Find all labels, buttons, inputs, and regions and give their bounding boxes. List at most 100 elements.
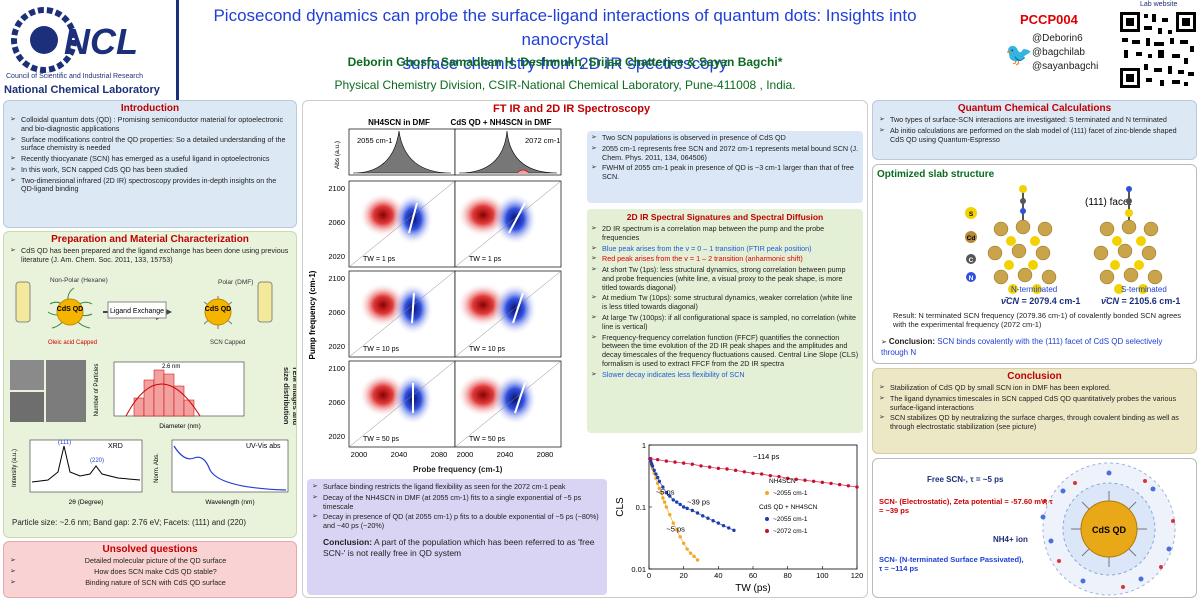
ligand-exchange-label: Ligand Exchange [110,308,164,315]
s-freq: ν̄CN = 2105.6 cm-1 [1101,296,1181,306]
row-3: TW = 50 ps TW = 50 ps [348,360,562,448]
abs-label: Abs (a.u.) [334,141,341,169]
tw-label: TW = 1 ps [363,256,396,263]
chart-annotation: ~39 ps [687,497,710,506]
list-item: In this work, SCN capped CdS QD has been… [10,165,290,175]
list-item: 2055 cm-1 represents free SCN and 2072 c… [591,144,859,163]
atom-label: N [969,275,974,282]
list-item: Surface modifications control the QD pro… [10,135,290,154]
col2-title: CdS QD + NH4SCN in DMF [450,118,551,127]
list-item: Blue peak arises from the v = 0 – 1 tran… [591,244,859,254]
series-line [650,458,858,488]
results-conclusion-label: Conclusion: [323,536,373,547]
list-item: Frequency-frequency correlation function… [591,333,859,369]
list-item: How does SCN make CdS QD stable? [10,567,290,577]
scn-capped-label: SCN Capped [210,340,245,346]
y-tick-label: 0.1 [636,503,646,512]
row-2: TW = 10 ps TW = 10 ps [348,270,562,358]
intro-title: Introduction [120,103,180,114]
chart-annotation: ~5 ps [656,487,675,496]
x-tick-label: 60 [749,571,757,580]
legend-entry: ~2072 cm-1 [773,528,808,535]
x-tick-label: 20 [679,571,687,580]
ytick: 2020 [328,432,345,441]
slab-conclusion-label: Conclusion: [888,337,936,346]
ligand-exchange-scheme: Non-Polar (Hexane) Polar (DMF) CdS QD Ol… [15,277,273,346]
xrd-xlabel: 2θ (Degree) [69,499,104,506]
xrd-title: XRD [108,443,123,450]
list-item: Two SCN populations is observed in prese… [591,133,859,143]
scheme-covalent: SCN- (N-terminated Surface Passivated), … [879,555,1024,574]
unsolved-box: Unsolved questions Detailed molecular pi… [3,541,297,598]
list-item: Surface binding restricts the ligand fle… [312,482,602,492]
list-item: Two-dimensional infrared (2D IR) spectro… [10,176,290,195]
uv-vis-plot: UV-Vis abs Wavelength (nm) Norm. Abs. [154,439,289,506]
nonpolar-label: Non-Polar (Hexane) [50,277,108,284]
xrd-plot: XRD (111) (220) 2θ (Degree) Intensity (a… [12,439,143,506]
twitter-handle[interactable]: @sayanbagchi [1032,61,1099,72]
nu-label: ν̄CN [1101,296,1120,306]
uv-xlabel: Wavelength (nm) [205,499,254,506]
qd-label-right: CdS QD [205,306,231,313]
twitter-handle[interactable]: @Deborin6 [1032,33,1083,44]
quantum-box: Quantum Chemical Calculations Two types … [872,100,1197,160]
unsolved-title: Unsolved questions [102,544,198,555]
results-box: Surface binding restricts the ligand fle… [307,479,607,595]
xrd-ylabel: Intensity (a.u.) [12,449,18,487]
two-d-ir-grid: NH4SCN in DMF CdS QD + NH4SCN in DMF 205… [308,118,562,459]
y-tick-label: 1 [642,441,646,450]
y-tick-label: 0.01 [631,565,646,574]
chart-annotation: ~114 ps [753,452,780,461]
conclusion-title: Conclusion [1007,371,1062,382]
list-item: Decay in presence of QD (at 2055 cm-1) p… [312,513,602,531]
ftir-title: FT IR and 2D IR Spectroscopy [493,103,651,115]
intro-box: Introduction Colloidal quantum dots (QD)… [3,100,297,228]
nu-label: ν̄CN [1001,296,1020,306]
series-line [649,458,735,531]
results-conclusion-text: A part of the population which has been … [323,536,595,558]
xtick: 2000 [457,450,474,459]
peak2-label: 2072 cm-1 [525,136,560,145]
twitter-icon: 🐦 [1005,42,1033,67]
org-full: Council of Scientific and Industrial Res… [6,73,143,80]
list-item: Stabilization of CdS QD by small SCN ion… [879,383,1190,393]
legend-marker [765,491,769,495]
legend-group-title: NH4SCN [769,478,796,485]
polar-label: Polar (DMF) [218,279,253,286]
qr-code[interactable] [1118,10,1198,90]
results-conclusion: Conclusion: A part of the population whi… [312,537,602,558]
s-freq-value: 2105.6 cm-1 [1129,296,1181,306]
tw-label: TW = 50 ps [469,436,505,443]
list-item: Ab initio calculations are performed on … [879,126,1190,145]
x-tick-label: 80 [783,571,791,580]
ftir-box: FT IR and 2D IR Spectroscopy NH4SCN in D… [302,100,868,598]
hist-xlabel: Diameter (nm) [159,423,201,430]
s-term-label: S-terminated [1121,285,1167,294]
xtick: 2080 [431,450,448,459]
slab-structure: S Cd C N (111) facet [965,185,1163,294]
ytick: 2060 [328,308,345,317]
authors: Deborin Ghosh, Samadhan H. Deshmukh, Sri… [347,55,783,69]
xrd-peak-220: (220) [90,458,104,464]
poster-id: PCCP004 [1020,12,1078,27]
probe-axis-label: Probe frequency (cm-1) [413,465,503,474]
title-line2: surface chemistry from 2D IR spectroscop… [402,54,728,73]
x-tick-label: 0 [647,571,651,580]
list-item: Colloidal quantum dots (QD) : Promising … [10,115,290,134]
twitter-handle[interactable]: @bagchilab [1032,47,1085,58]
ytick: 2060 [328,218,345,227]
n-freq: ν̄CN = 2079.4 cm-1 [1001,296,1081,306]
tw-label: TW = 1 ps [469,256,502,263]
twitter-handles: @Deborin6 @bagchilab @sayanbagchi [1032,32,1098,74]
scheme-qd-label: CdS QD [1092,525,1127,535]
x-tick-label: 120 [851,571,864,580]
ytick: 2060 [328,398,345,407]
uv-title: UV-Vis abs [246,443,281,450]
list-item: At medium Tw (10ps): some structural dyn… [591,294,859,312]
quantum-title: Quantum Chemical Calculations [957,103,1112,114]
prep-summary: Particle size: ~2.6 nm; Band gap: 2.76 e… [12,518,246,527]
col1-title: NH4SCN in DMF [368,118,430,127]
tem-label: TEM Images and size distribution [282,366,297,426]
header-divider [176,0,179,100]
oleic-label: Oleic acid Capped [48,340,97,346]
